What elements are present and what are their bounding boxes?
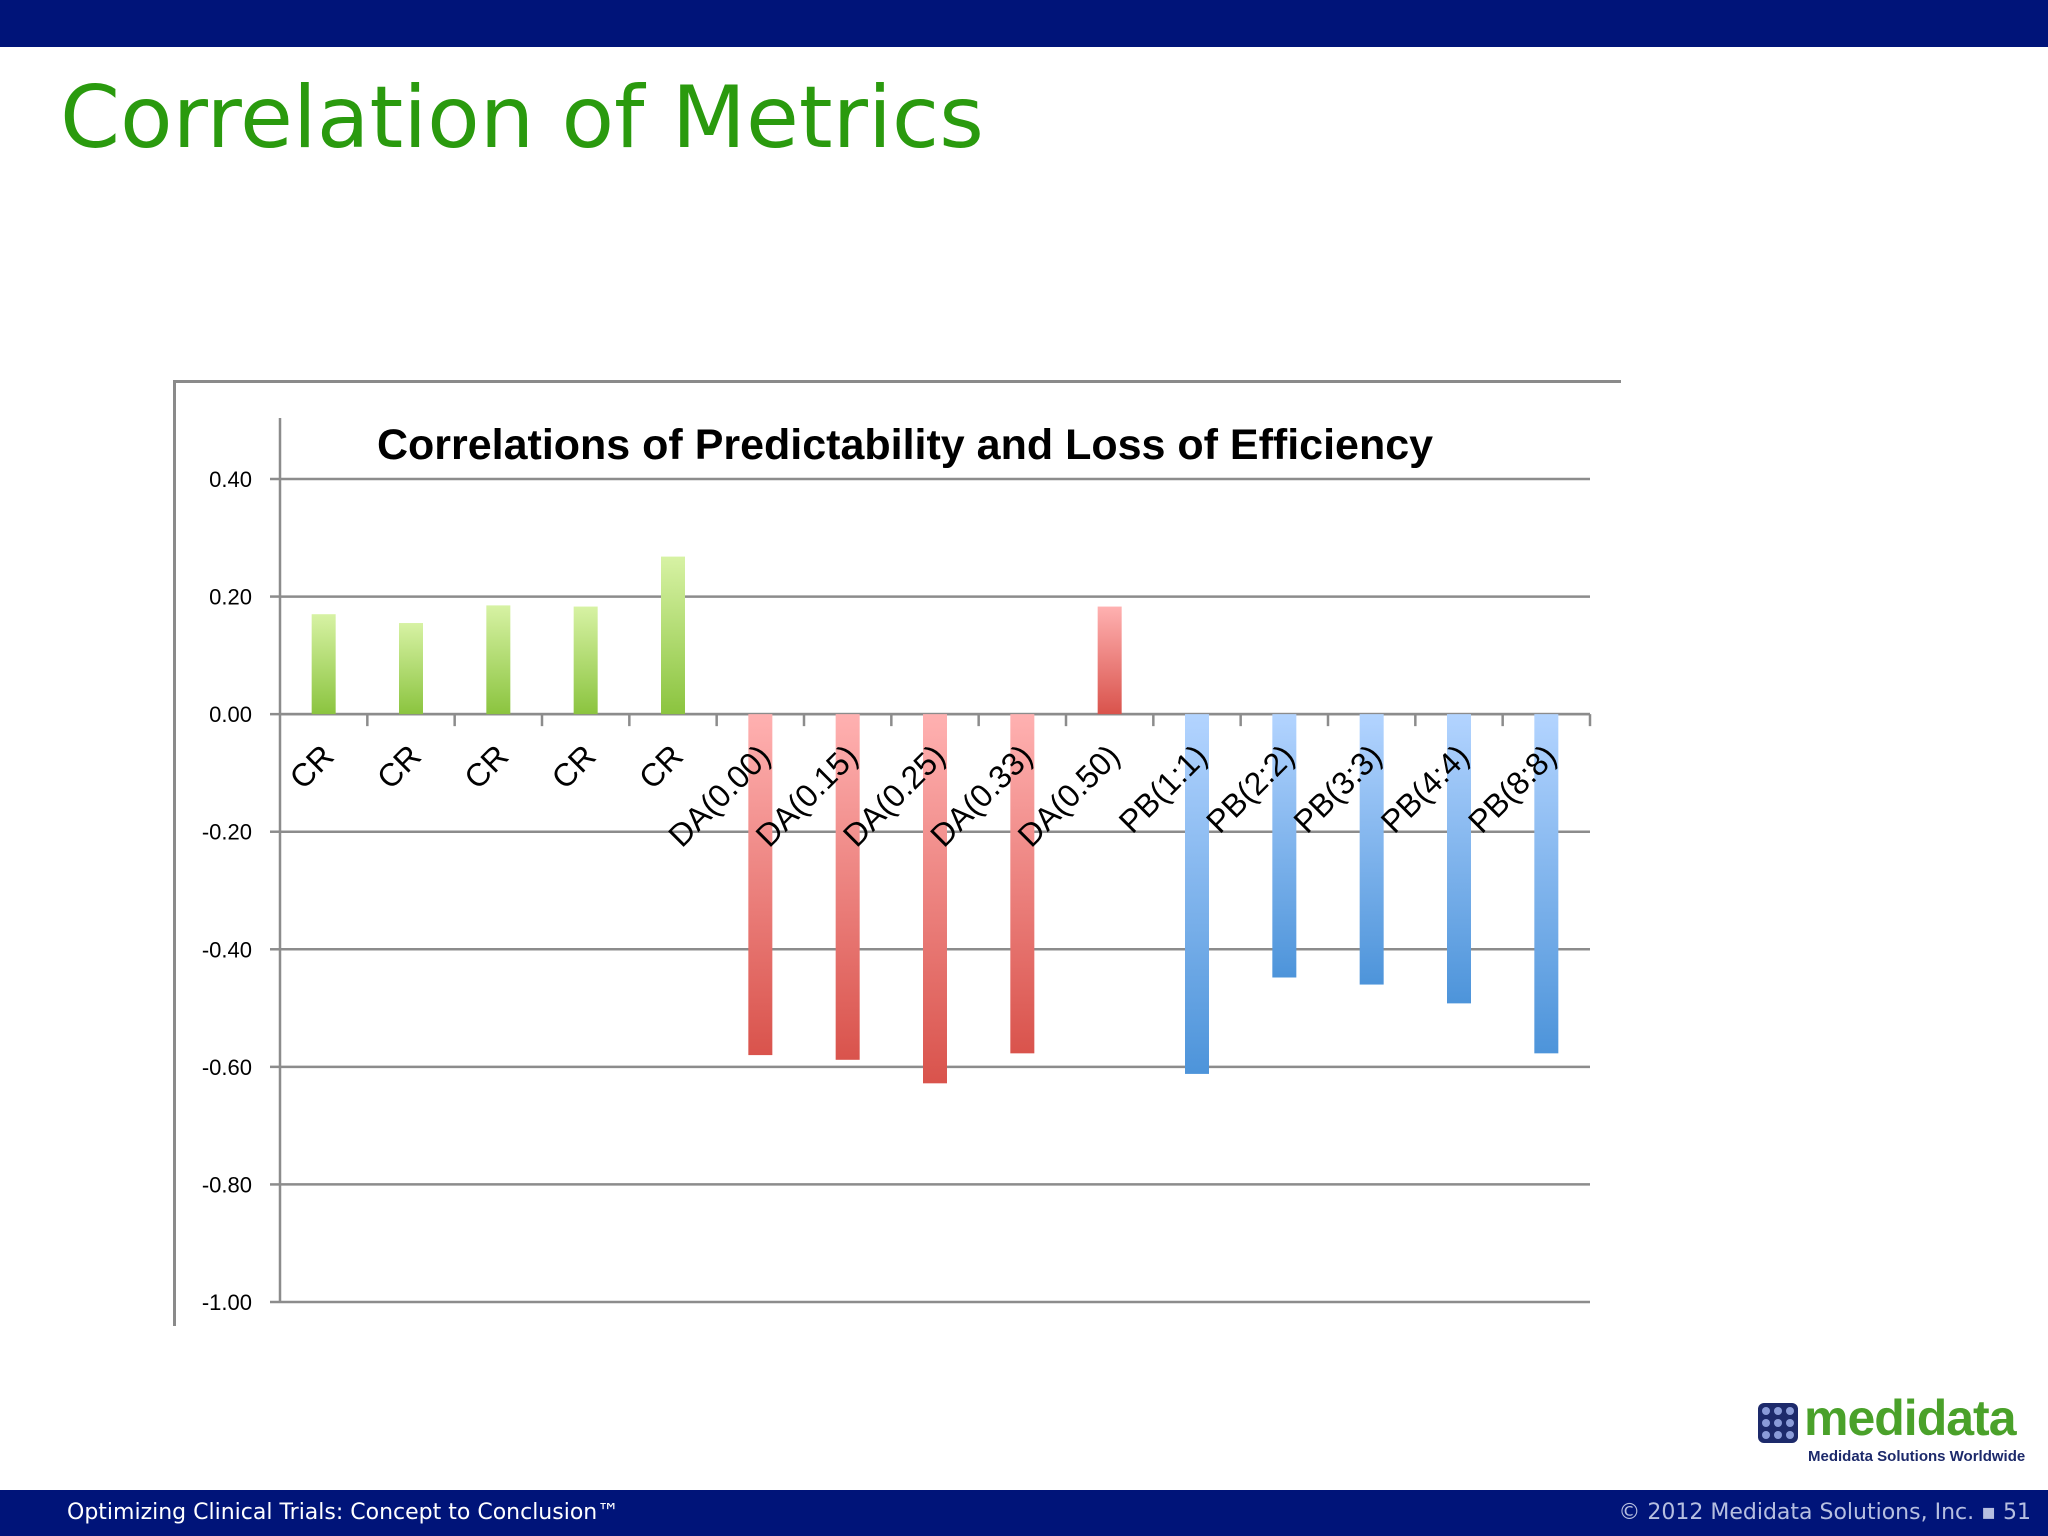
bar: [311, 614, 336, 715]
y-tick-label: -0.20: [202, 820, 252, 845]
correlation-bar-chart: 0.40 0.20 0.00 -0.20 -0.40 -0.60 -0.80 -1.00 CR C…: [202, 418, 1592, 1315]
x-category-label: CR: [282, 738, 340, 796]
bar: [573, 606, 598, 715]
bar: [399, 623, 423, 715]
slide-title: Correlation of Metrics: [60, 68, 984, 168]
bar: [1359, 714, 1384, 985]
y-tick-label: -1.00: [202, 1290, 252, 1315]
bar: [1272, 714, 1297, 978]
y-tick-label: -0.80: [202, 1172, 252, 1197]
y-tick-label: 0.40: [209, 467, 252, 492]
medidata-logo: medidata Medidata Solutions Worldwide: [1758, 1390, 2025, 1469]
bar: [923, 714, 947, 1084]
bar: [1010, 714, 1035, 1054]
y-tick-label: -0.60: [202, 1055, 252, 1080]
chart-frame-left: [173, 380, 176, 1326]
bars: [311, 556, 1559, 1084]
bar: [1097, 606, 1122, 715]
bar: [1447, 714, 1471, 1004]
bar: [835, 714, 860, 1060]
top-banner: [0, 0, 2048, 47]
logo-wordmark: medidata: [1804, 1390, 2017, 1446]
footer-title: Optimizing Clinical Trials: Concept to C…: [67, 1500, 620, 1525]
labels: 0.40 0.20 0.00 -0.20 -0.40 -0.60 -0.80 -1.00 CR C…: [202, 467, 1563, 1315]
x-category-label: CR: [632, 738, 690, 796]
bar: [748, 714, 773, 1056]
x-category-label: CR: [457, 738, 515, 796]
x-category-label: CR: [370, 738, 428, 796]
x-category-label: CR: [544, 738, 602, 796]
y-tick-label: 0.20: [209, 585, 252, 610]
y-tick-label: -0.40: [202, 937, 252, 962]
logo-tagline: Medidata Solutions Worldwide: [1808, 1448, 2026, 1465]
y-tick-label: 0.00: [209, 702, 252, 727]
logo-mark-icon: [1758, 1403, 1798, 1443]
footer-copyright: © 2012 Medidata Solutions, Inc. ▪ 51: [1618, 1500, 2031, 1525]
bar: [661, 556, 685, 715]
footer-bar: Optimizing Clinical Trials: Concept to C…: [0, 1490, 2048, 1536]
bar: [1534, 714, 1559, 1054]
chart-title: Correlations of Predictability and Loss …: [377, 421, 1433, 469]
bar: [1185, 714, 1209, 1074]
bar: [486, 605, 511, 715]
chart-frame-top: [173, 380, 1621, 383]
